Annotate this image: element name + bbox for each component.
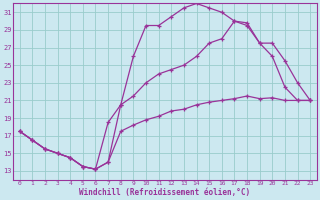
X-axis label: Windchill (Refroidissement éolien,°C): Windchill (Refroidissement éolien,°C) [79,188,251,197]
